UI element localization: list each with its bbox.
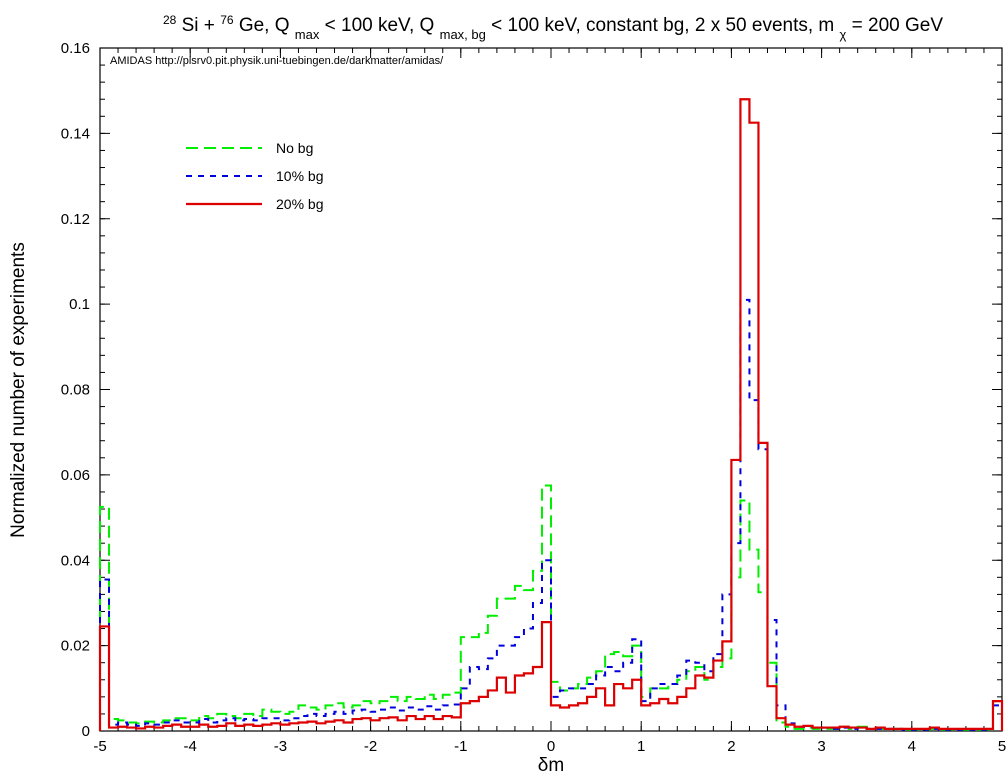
series-line-20-bg [98,98,1004,731]
x-tick-label: -5 [93,738,106,755]
axis-ticks: -5 -4 -3 -2 -1 0 1 2 3 4 5 0 0.02 0.04 0.06 0.08 0.1 0.12… [61,40,1006,755]
x-tick-label: 3 [817,738,825,755]
legend: No bg 10% bg 20% bg [186,140,323,212]
title-sub-2: max, bg [440,27,486,42]
x-tick-label: -3 [274,738,287,755]
y-tick-label: 0.16 [61,40,90,57]
y-tick-label: 0 [82,723,90,740]
title-part-2: Ge, Q [239,15,290,36]
legend-label: No bg [276,140,313,156]
y-tick-label: 0.14 [61,125,90,142]
series-group [98,98,1004,731]
watermark-text: AMIDAS http://pisrv0.pit.physik.uni-tueb… [110,55,444,67]
y-tick-label: 0.02 [61,638,90,655]
y-tick-label: 0.12 [61,211,90,228]
title-sub-3: χ [840,27,847,42]
x-tick-label: -2 [364,738,377,755]
title-part-4: < 100 keV, constant bg, 2 x 50 events, m [491,15,834,36]
title-sup-1: 28 [163,13,177,27]
title-sub-1: max [295,27,320,42]
x-tick-label: -4 [184,738,197,755]
title-part-5: = 200 GeV [852,15,944,36]
y-tick-label: 0.06 [61,467,90,484]
x-tick-label: 4 [908,738,916,755]
y-tick-label: 0.08 [61,382,90,399]
x-axis-label: δm [538,755,564,776]
x-tick-label: 1 [637,738,645,755]
x-tick-label: -1 [454,738,467,755]
chart-title: 28 Si + 76 Ge, Q max < 100 keV, Q max, b… [163,13,943,42]
title-part-1: Si + [182,15,221,36]
y-tick-label: 0.1 [69,296,90,313]
x-tick-label: 0 [547,738,555,755]
x-tick-label: 5 [998,738,1006,755]
title-part-3: < 100 keV, Q [325,15,435,36]
title-sup-2: 76 [220,13,234,27]
y-tick-label: 0.04 [61,552,90,569]
legend-label: 20% bg [276,196,323,212]
y-axis-label: Normalized number of experiments [8,242,29,538]
legend-label: 10% bg [276,168,323,184]
x-tick-label: 2 [727,738,735,755]
